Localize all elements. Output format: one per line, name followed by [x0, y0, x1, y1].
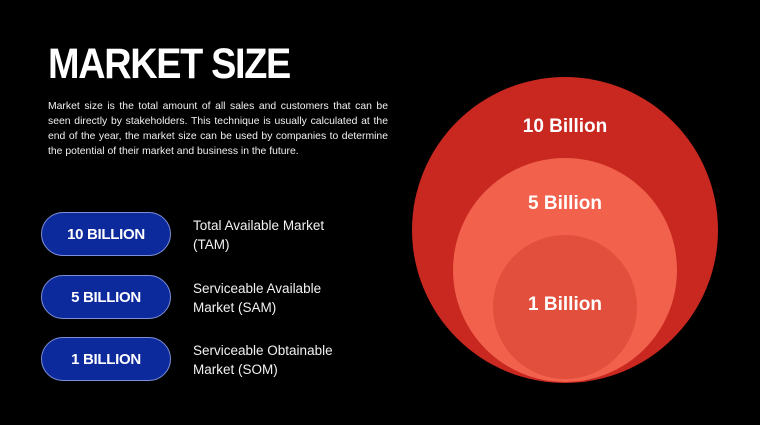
som-circle-label: 1 Billion	[528, 294, 602, 315]
sam-circle-label: 5 Billion	[528, 193, 602, 214]
tam-label: Total Available Market (TAM)	[193, 218, 325, 252]
sam-label: Serviceable Available Market (SAM)	[193, 281, 322, 315]
som-badge: 1 BILLION	[41, 337, 171, 381]
title: MARKET SIZE	[48, 40, 291, 88]
sam-badge: 5 BILLION	[41, 275, 171, 319]
tam-badge: 10 BILLION	[41, 212, 171, 256]
tam-circle-label: 10 Billion	[523, 116, 607, 137]
description: Market size is the total amount of all s…	[48, 101, 388, 157]
som-label: Serviceable Obtainable Market (SOM)	[193, 343, 333, 377]
som-circle	[493, 235, 637, 379]
